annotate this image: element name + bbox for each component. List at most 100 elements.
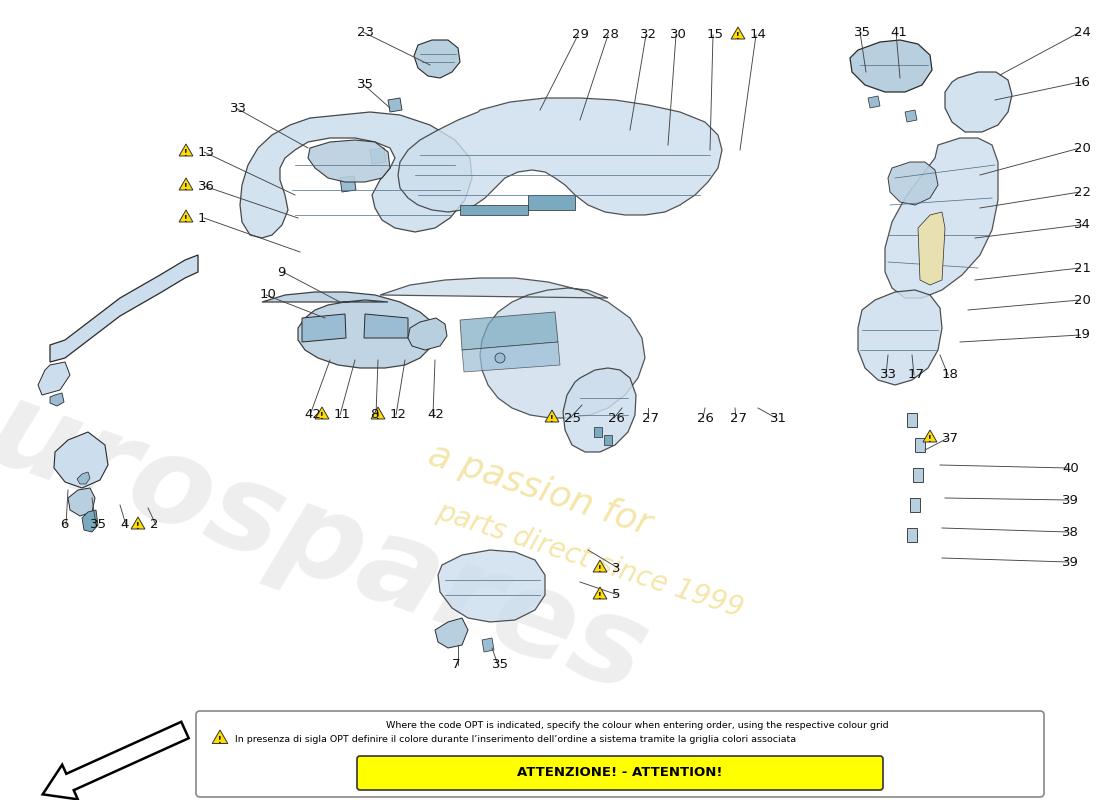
Text: 26: 26 xyxy=(608,411,625,425)
Text: 39: 39 xyxy=(1062,555,1079,569)
FancyBboxPatch shape xyxy=(358,756,883,790)
Polygon shape xyxy=(850,40,932,92)
Text: 14: 14 xyxy=(750,29,767,42)
Text: 10: 10 xyxy=(260,289,277,302)
Text: 37: 37 xyxy=(942,431,959,445)
Text: !: ! xyxy=(184,182,188,192)
Polygon shape xyxy=(593,560,607,572)
Text: 33: 33 xyxy=(880,369,896,382)
Text: 15: 15 xyxy=(707,29,724,42)
Text: 35: 35 xyxy=(358,78,374,90)
Polygon shape xyxy=(398,98,722,215)
Text: 26: 26 xyxy=(697,411,714,425)
Text: !: ! xyxy=(550,414,553,424)
Text: !: ! xyxy=(736,32,740,41)
Polygon shape xyxy=(131,517,145,529)
Text: 17: 17 xyxy=(908,369,925,382)
FancyArrow shape xyxy=(43,722,189,799)
Polygon shape xyxy=(732,27,745,39)
Polygon shape xyxy=(858,290,942,385)
Text: 22: 22 xyxy=(1074,186,1091,198)
Polygon shape xyxy=(923,430,937,442)
Polygon shape xyxy=(593,587,607,599)
Text: 9: 9 xyxy=(277,266,285,278)
Polygon shape xyxy=(438,550,544,622)
Text: eurospares: eurospares xyxy=(0,343,663,717)
Text: 4: 4 xyxy=(120,518,129,531)
Text: 34: 34 xyxy=(1074,218,1091,231)
Polygon shape xyxy=(546,410,559,422)
Polygon shape xyxy=(918,212,945,285)
Text: ATTENZIONE! - ATTENTION!: ATTENZIONE! - ATTENTION! xyxy=(517,766,723,779)
Text: 32: 32 xyxy=(640,29,657,42)
Text: 29: 29 xyxy=(572,29,588,42)
Polygon shape xyxy=(240,112,472,238)
Polygon shape xyxy=(604,435,612,445)
Polygon shape xyxy=(868,96,880,108)
Polygon shape xyxy=(179,178,192,190)
Polygon shape xyxy=(908,413,917,427)
Polygon shape xyxy=(370,148,386,164)
Polygon shape xyxy=(915,438,925,452)
Text: !: ! xyxy=(184,149,188,158)
Polygon shape xyxy=(82,510,98,532)
Polygon shape xyxy=(50,255,198,362)
Polygon shape xyxy=(434,618,468,648)
Polygon shape xyxy=(594,427,602,437)
Text: 41: 41 xyxy=(890,26,906,38)
Text: a passion for: a passion for xyxy=(425,438,656,542)
Text: !: ! xyxy=(218,736,222,745)
Text: 20: 20 xyxy=(1074,294,1091,306)
Text: 33: 33 xyxy=(230,102,248,114)
Polygon shape xyxy=(563,368,636,452)
Polygon shape xyxy=(388,98,401,112)
Text: 7: 7 xyxy=(452,658,461,671)
Polygon shape xyxy=(528,195,575,210)
Text: !: ! xyxy=(136,522,140,530)
Polygon shape xyxy=(77,472,90,484)
Text: 25: 25 xyxy=(564,411,581,425)
Text: 1: 1 xyxy=(198,211,207,225)
Text: 11: 11 xyxy=(334,409,351,422)
Text: 12: 12 xyxy=(390,409,407,422)
Text: 19: 19 xyxy=(1074,329,1091,342)
Text: !: ! xyxy=(376,412,380,421)
Polygon shape xyxy=(50,393,64,406)
Polygon shape xyxy=(302,314,346,342)
Text: 21: 21 xyxy=(1074,262,1091,274)
Text: 8: 8 xyxy=(370,409,378,422)
FancyBboxPatch shape xyxy=(196,711,1044,797)
Polygon shape xyxy=(945,72,1012,132)
Text: 18: 18 xyxy=(942,369,959,382)
Polygon shape xyxy=(913,468,923,482)
Polygon shape xyxy=(262,292,435,368)
Text: !: ! xyxy=(184,214,188,224)
Text: 35: 35 xyxy=(90,518,107,531)
Text: 23: 23 xyxy=(358,26,374,38)
Text: 24: 24 xyxy=(1074,26,1091,38)
Polygon shape xyxy=(371,407,385,419)
Polygon shape xyxy=(340,176,356,192)
Text: 40: 40 xyxy=(1062,462,1079,474)
Polygon shape xyxy=(379,278,645,418)
Text: 31: 31 xyxy=(770,411,786,425)
Polygon shape xyxy=(364,314,408,338)
Text: 35: 35 xyxy=(854,26,871,38)
Polygon shape xyxy=(910,498,920,512)
Polygon shape xyxy=(308,140,390,182)
Polygon shape xyxy=(908,528,917,542)
Text: 36: 36 xyxy=(198,179,214,193)
Text: 16: 16 xyxy=(1074,75,1091,89)
Text: !: ! xyxy=(598,565,602,574)
Text: !: ! xyxy=(598,592,602,601)
Text: In presenza di sigla OPT definire il colore durante l’inserimento dell’ordine a : In presenza di sigla OPT definire il col… xyxy=(235,734,796,743)
Text: 5: 5 xyxy=(612,589,620,602)
Text: parts direct since 1999: parts direct since 1999 xyxy=(433,497,747,623)
Polygon shape xyxy=(39,362,70,395)
Text: 20: 20 xyxy=(1074,142,1091,154)
Polygon shape xyxy=(888,162,938,205)
Text: 27: 27 xyxy=(730,411,747,425)
Polygon shape xyxy=(482,638,494,652)
Text: 3: 3 xyxy=(612,562,620,574)
Polygon shape xyxy=(68,488,95,516)
